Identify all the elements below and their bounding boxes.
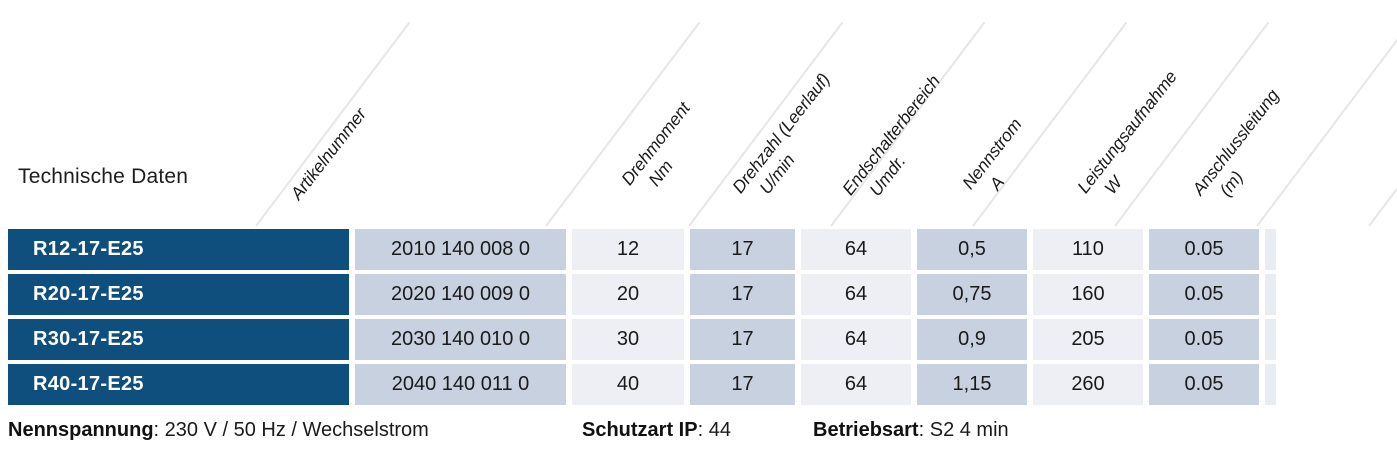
artikelnummer-cell: 2020 140 009 0: [355, 274, 566, 315]
nennstrom-cell: 1,15: [917, 364, 1027, 405]
drehmoment-cell: 30: [572, 319, 684, 360]
column-header-nennstrom: Nennstrom A: [957, 114, 1043, 207]
page-title: Technische Daten: [18, 165, 189, 188]
anschlussleitung-cell: 0.05: [1149, 364, 1259, 405]
column-header-endschalterbereich: Endschalterbereich Umdr.: [837, 71, 962, 213]
artikelnummer-cell: 2040 140 011 0: [355, 364, 566, 405]
spec-betriebsart: Betriebsart: S2 4 min: [813, 419, 1009, 442]
anschlussleitung-cell: 0.05: [1149, 229, 1259, 270]
leistungsaufnahme-cell: 205: [1033, 319, 1143, 360]
spec-label: Nennspannung: [8, 419, 154, 441]
table-header-area: Technische Daten Artikelnummer Drehmomen…: [0, 0, 1397, 227]
drehzahl-cell: 17: [690, 229, 795, 270]
spacer-cell: [1265, 229, 1276, 270]
drehmoment-cell: 20: [572, 274, 684, 315]
spec-label: Betriebsart: [813, 419, 919, 441]
model-cell: R30-17-E25: [8, 319, 349, 360]
spacer-cell: [1265, 319, 1276, 360]
nennstrom-cell: 0,5: [917, 229, 1027, 270]
spacer-cell: [1265, 274, 1276, 315]
drehzahl-cell: 17: [690, 274, 795, 315]
spec-nennspannung: Nennspannung: 230 V / 50 Hz / Wechselstr…: [8, 419, 429, 442]
endschalterbereich-cell: 64: [801, 319, 911, 360]
spec-label: Schutzart IP: [582, 419, 698, 441]
endschalterbereich-cell: 64: [801, 364, 911, 405]
drehmoment-cell: 12: [572, 229, 684, 270]
drehzahl-cell: 17: [690, 319, 795, 360]
spec-schutzart: Schutzart IP: 44: [582, 419, 731, 442]
artikelnummer-cell: 2030 140 010 0: [355, 319, 566, 360]
anschlussleitung-cell: 0.05: [1149, 274, 1259, 315]
leistungsaufnahme-cell: 160: [1033, 274, 1143, 315]
drehzahl-cell: 17: [690, 364, 795, 405]
endschalterbereich-cell: 64: [801, 274, 911, 315]
spec-value: : S2 4 min: [918, 419, 1009, 441]
technical-data-table: R12-17-E25 2010 140 008 0 12 17 64 0,5 1…: [8, 229, 1276, 405]
model-cell: R40-17-E25: [8, 364, 349, 405]
model-cell: R20-17-E25: [8, 274, 349, 315]
nennstrom-cell: 0,75: [917, 274, 1027, 315]
diagonal-line: [255, 21, 411, 227]
leistungsaufnahme-cell: 110: [1033, 229, 1143, 270]
diagonal-line: [1368, 21, 1397, 227]
leistungsaufnahme-cell: 260: [1033, 364, 1143, 405]
spec-value: : 230 V / 50 Hz / Wechselstrom: [153, 419, 429, 441]
column-header-artikelnummer: Artikelnummer: [286, 104, 371, 204]
spec-value: : 44: [697, 419, 731, 441]
footer-specs: Nennspannung: 230 V / 50 Hz / Wechselstr…: [8, 419, 1397, 453]
spacer-cell: [1265, 364, 1276, 405]
endschalterbereich-cell: 64: [801, 229, 911, 270]
model-cell: R12-17-E25: [8, 229, 349, 270]
nennstrom-cell: 0,9: [917, 319, 1027, 360]
drehmoment-cell: 40: [572, 364, 684, 405]
artikelnummer-cell: 2010 140 008 0: [355, 229, 566, 270]
column-header-label: Artikelnummer: [286, 104, 371, 204]
anschlussleitung-cell: 0.05: [1149, 319, 1259, 360]
